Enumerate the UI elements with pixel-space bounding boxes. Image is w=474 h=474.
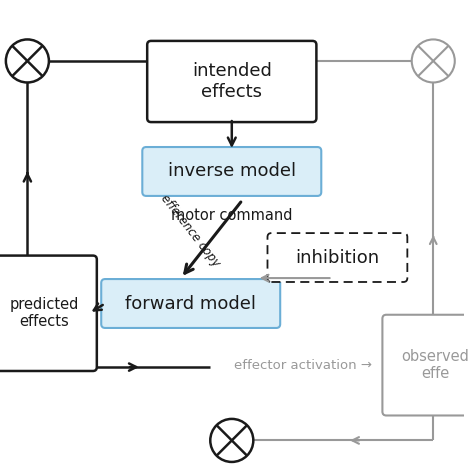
Text: inverse model: inverse model [168,163,296,181]
FancyBboxPatch shape [142,147,321,196]
Text: predicted
effects: predicted effects [9,297,79,329]
FancyBboxPatch shape [267,233,407,282]
Text: inhibition: inhibition [295,248,380,266]
Text: forward model: forward model [125,294,256,312]
Text: efference copy: efference copy [158,192,222,270]
FancyBboxPatch shape [383,315,474,416]
Text: effector activation →: effector activation → [234,359,372,372]
Text: motor command: motor command [171,208,292,223]
FancyBboxPatch shape [147,41,316,122]
Text: intended
effects: intended effects [192,62,272,101]
Text: observed
effe: observed effe [401,349,469,381]
FancyBboxPatch shape [0,255,97,371]
FancyBboxPatch shape [101,279,280,328]
